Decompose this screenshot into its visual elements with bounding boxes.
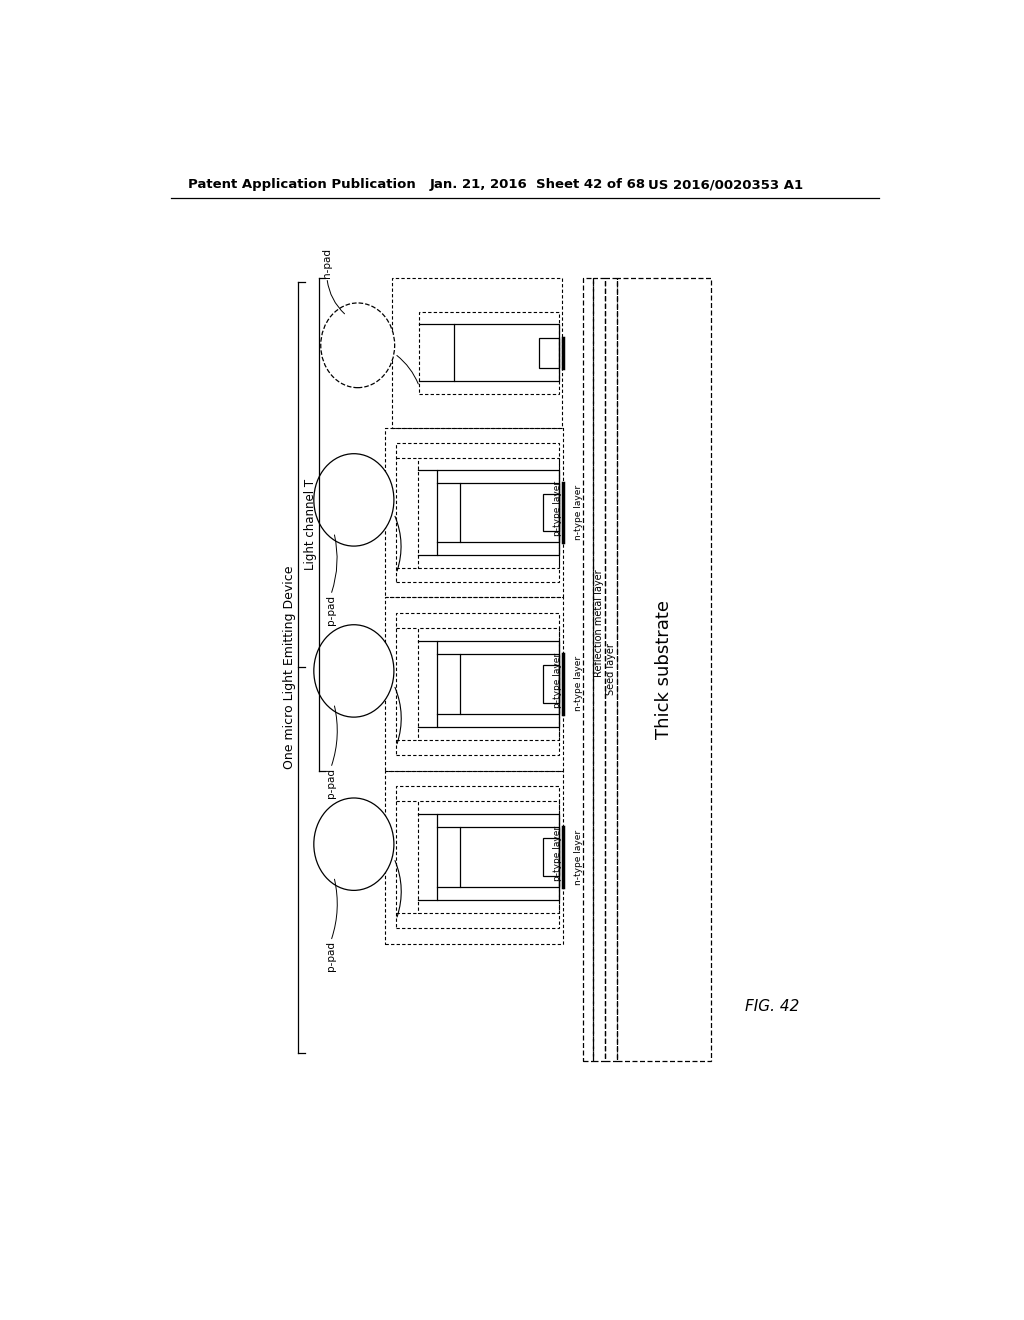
Bar: [392, 277, 562, 428]
Ellipse shape: [313, 454, 394, 546]
Bar: [605, 277, 617, 1061]
Bar: [418, 801, 559, 913]
Bar: [418, 627, 559, 741]
Bar: [385, 597, 563, 771]
Bar: [385, 771, 563, 944]
Text: One micro Light Emitting Device: One micro Light Emitting Device: [284, 566, 297, 770]
Bar: [617, 277, 711, 1061]
Text: US 2016/0020353 A1: US 2016/0020353 A1: [648, 178, 803, 191]
Text: p-type layer: p-type layer: [553, 652, 562, 708]
Bar: [539, 338, 559, 368]
Text: p-type layer: p-type layer: [553, 826, 562, 880]
Bar: [437, 814, 559, 900]
Text: p-pad: p-pad: [326, 595, 336, 624]
Bar: [419, 312, 559, 395]
Bar: [437, 470, 559, 554]
Ellipse shape: [313, 624, 394, 717]
Bar: [583, 277, 593, 1061]
Text: n-type layer: n-type layer: [574, 484, 584, 540]
Bar: [396, 612, 559, 755]
Bar: [454, 325, 559, 381]
Bar: [543, 838, 559, 876]
Bar: [543, 665, 559, 704]
Bar: [396, 444, 559, 582]
Text: Patent Application Publication: Patent Application Publication: [188, 178, 416, 191]
Ellipse shape: [321, 304, 394, 388]
Text: Light channel T: Light channel T: [304, 479, 317, 570]
Bar: [418, 458, 559, 568]
Text: Seed layer: Seed layer: [606, 643, 616, 696]
Text: p-type layer: p-type layer: [553, 482, 562, 536]
Text: Thick substrate: Thick substrate: [655, 599, 673, 739]
Bar: [460, 653, 559, 714]
Text: n-pad: n-pad: [322, 248, 332, 277]
Bar: [460, 483, 559, 543]
Text: p-pad: p-pad: [326, 768, 336, 799]
Bar: [460, 826, 559, 887]
Text: n-type layer: n-type layer: [574, 829, 584, 884]
Bar: [437, 640, 559, 727]
Bar: [396, 787, 559, 928]
Text: Jan. 21, 2016  Sheet 42 of 68: Jan. 21, 2016 Sheet 42 of 68: [429, 178, 645, 191]
Ellipse shape: [313, 799, 394, 891]
Bar: [593, 277, 605, 1061]
Text: FIG. 42: FIG. 42: [745, 999, 800, 1015]
Bar: [385, 428, 563, 598]
Text: n-type layer: n-type layer: [574, 656, 584, 711]
Bar: [543, 494, 559, 531]
Text: p-pad: p-pad: [326, 941, 336, 972]
Text: Reflection metal layer: Reflection metal layer: [594, 569, 604, 677]
